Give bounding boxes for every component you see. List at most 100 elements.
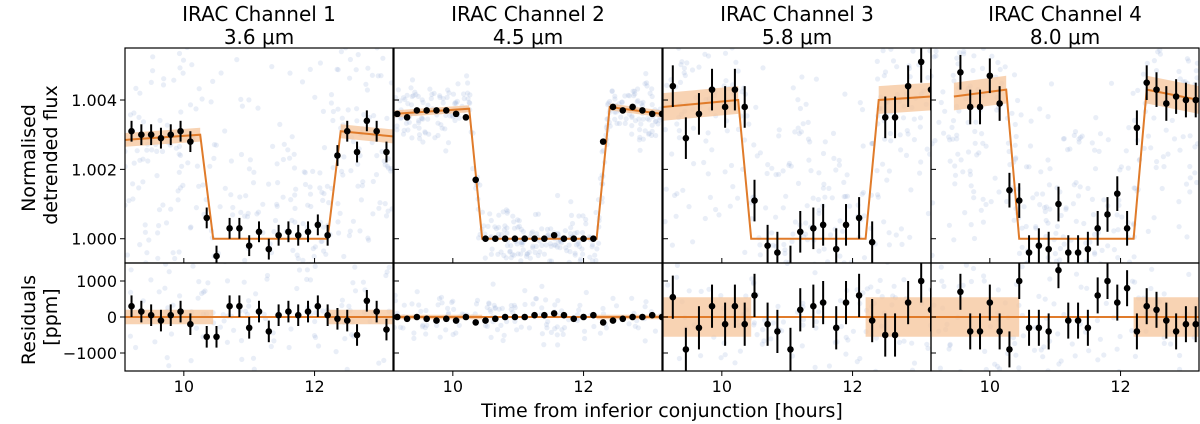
- raw-point: [997, 366, 1003, 371]
- flux-errorbar-point: [147, 124, 155, 146]
- raw-point: [782, 250, 788, 257]
- raw-point: [452, 101, 458, 107]
- raw-point: [675, 21, 680, 26]
- residual-point: [275, 311, 282, 319]
- residual-errorbar-point: [226, 295, 233, 317]
- raw-point: [1106, 311, 1111, 316]
- raw-point: [202, 288, 208, 294]
- raw-point: [154, 370, 157, 371]
- raw-point: [1185, 58, 1192, 64]
- raw-point: [382, 162, 388, 168]
- raw-point: [632, 118, 639, 124]
- residual-errorbar-point: [774, 309, 781, 353]
- raw-point: [481, 223, 487, 229]
- raw-point: [339, 29, 344, 34]
- raw-point: [409, 93, 415, 100]
- raw-point: [486, 300, 492, 306]
- raw-point: [813, 76, 820, 82]
- raw-point: [504, 230, 510, 236]
- raw-point: [1042, 296, 1048, 302]
- raw-point: [933, 48, 939, 54]
- raw-point: [300, 257, 306, 263]
- raw-point: [176, 143, 183, 149]
- raw-point: [892, 257, 897, 262]
- raw-point: [326, 200, 332, 206]
- raw-point: [690, 125, 697, 131]
- raw-point: [316, 286, 321, 291]
- raw-point: [188, 358, 194, 364]
- raw-point: [1084, 285, 1090, 291]
- raw-point: [1033, 225, 1039, 231]
- raw-point: [159, 270, 164, 275]
- raw-point: [764, 170, 770, 177]
- residual-errorbar-point: [314, 295, 322, 317]
- raw-point: [220, 312, 226, 318]
- raw-point: [435, 132, 441, 139]
- raw-point: [160, 82, 167, 88]
- raw-point: [1019, 264, 1025, 270]
- raw-point: [487, 307, 493, 313]
- raw-point: [443, 327, 449, 333]
- raw-point: [933, 53, 939, 59]
- flux-errorbar-point: [157, 127, 165, 149]
- raw-point: [515, 251, 521, 257]
- raw-point: [1145, 133, 1152, 139]
- raw-point: [1013, 155, 1019, 161]
- raw-point: [803, 231, 809, 237]
- raw-point: [164, 122, 170, 128]
- residual-point: [1094, 292, 1101, 299]
- raw-point: [1160, 154, 1166, 160]
- flux-errorbar-point: [1064, 235, 1072, 263]
- flux-errorbar-point: [832, 228, 840, 263]
- raw-point: [888, 138, 894, 144]
- raw-point: [188, 224, 194, 230]
- raw-point: [539, 242, 545, 248]
- flux-point: [731, 86, 739, 93]
- flux-point: [1153, 86, 1160, 93]
- raw-point: [182, 282, 187, 287]
- residual-errorbar-point: [1153, 291, 1160, 328]
- flux-point: [1035, 242, 1043, 249]
- raw-point: [587, 254, 593, 260]
- raw-point: [710, 232, 715, 237]
- raw-point: [1125, 165, 1131, 171]
- residual-errorbar-point: [1006, 331, 1013, 368]
- raw-point: [425, 116, 431, 122]
- raw-point: [205, 280, 211, 286]
- raw-point: [636, 137, 643, 143]
- raw-point: [807, 265, 812, 270]
- residual-point: [472, 319, 480, 326]
- raw-point: [1023, 164, 1030, 170]
- raw-point: [238, 151, 245, 158]
- raw-point: [918, 159, 924, 165]
- raw-point: [503, 255, 509, 261]
- raw-point: [492, 224, 498, 230]
- raw-point: [416, 132, 423, 138]
- residual-point: [521, 313, 529, 321]
- raw-point: [1151, 115, 1157, 121]
- raw-point: [258, 331, 263, 336]
- raw-point: [498, 249, 504, 255]
- raw-point: [312, 334, 319, 340]
- residual-point: [721, 320, 729, 328]
- raw-point: [665, 26, 670, 31]
- raw-point: [653, 118, 659, 124]
- flux-errorbar-point: [363, 110, 371, 132]
- raw-point: [871, 268, 876, 273]
- raw-point: [1092, 166, 1099, 172]
- raw-point: [1176, 224, 1182, 230]
- raw-point: [490, 281, 496, 287]
- raw-point: [689, 67, 696, 73]
- raw-point: [859, 405, 864, 410]
- raw-point: [180, 57, 187, 63]
- raw-point: [967, 168, 973, 174]
- raw-point: [639, 103, 646, 109]
- raw-point: [238, 338, 245, 344]
- raw-point: [600, 305, 606, 312]
- raw-point: [980, 196, 986, 202]
- residual-errorbar-point: [1123, 270, 1131, 307]
- raw-point: [775, 303, 781, 309]
- raw-point: [1119, 214, 1125, 220]
- raw-point: [518, 324, 524, 330]
- residual-errorbar-point: [619, 315, 627, 323]
